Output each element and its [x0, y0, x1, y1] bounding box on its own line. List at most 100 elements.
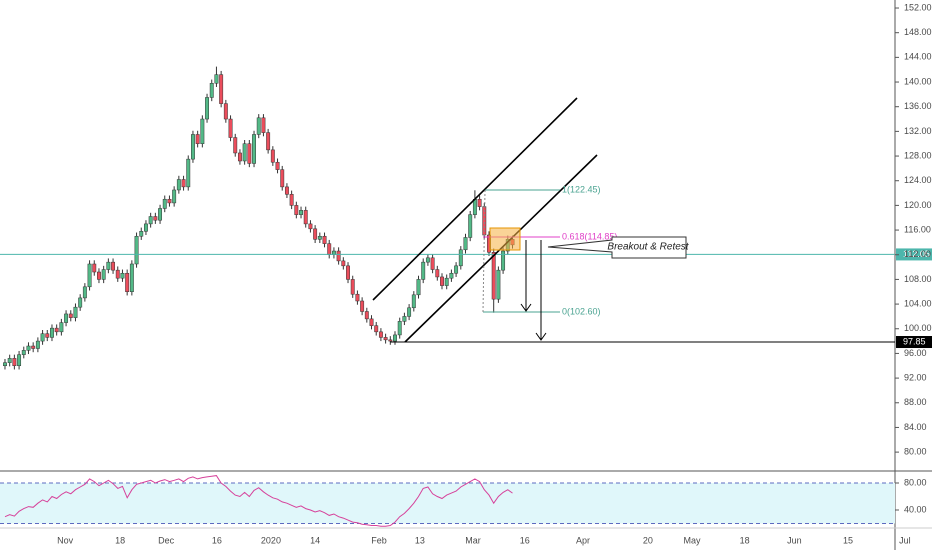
candle-body: [73, 306, 78, 318]
candle-body: [50, 327, 54, 338]
candle-body: [237, 152, 242, 162]
y-tick-label: 104.00: [904, 298, 932, 308]
callout: [547, 236, 687, 259]
arrow-head: [535, 332, 547, 341]
candle-body: [120, 272, 125, 279]
candle-body: [407, 307, 412, 317]
candle-body: [472, 198, 477, 215]
candle-body: [82, 286, 87, 299]
candle-body: [266, 132, 271, 151]
x-tick-label: 16: [212, 535, 222, 545]
candle-body: [35, 340, 40, 349]
candle-body: [209, 83, 214, 98]
y-tick-label: 80.00: [904, 446, 927, 456]
candle-body: [111, 261, 116, 271]
fib-trend: [482, 189, 486, 313]
candle-body: [144, 223, 148, 232]
candle-body: [317, 235, 322, 240]
price-label: 112.05: [903, 249, 930, 259]
candle-body: [101, 269, 106, 280]
y-tick-label: 96.00: [904, 348, 927, 358]
candle-body: [477, 198, 482, 207]
price-label-box: [896, 336, 932, 349]
candle-body: [374, 325, 379, 333]
arrow-head: [520, 303, 532, 312]
candle-body: [463, 237, 468, 251]
candle-body: [449, 272, 454, 279]
x-tick-label: Dec: [158, 535, 175, 545]
candle-body: [115, 269, 120, 279]
candle-body: [78, 297, 83, 308]
candle-body: [393, 334, 397, 342]
candle-body: [205, 97, 209, 120]
candle-body: [219, 74, 224, 104]
candle-body: [402, 316, 407, 322]
y-tick-label: 40.00: [904, 504, 927, 514]
candle-body: [313, 228, 318, 240]
retest-zone: [489, 227, 521, 251]
y-tick-label: 144.00: [904, 52, 932, 62]
y-tick-label: 148.00: [904, 27, 932, 37]
y-tick-label: 140.00: [904, 76, 932, 86]
candle-body: [364, 311, 369, 320]
y-tick-label: 80.00: [904, 477, 927, 487]
y-tick-label: 136.00: [904, 101, 932, 111]
candle-body: [17, 354, 22, 367]
candle-body: [190, 134, 195, 160]
candle-body: [7, 358, 12, 363]
candle-body: [289, 194, 294, 206]
main-pane: [3, 66, 515, 370]
candle-body: [200, 118, 205, 144]
price-label: 97.85: [903, 336, 926, 346]
y-tick-label: 116.00: [904, 224, 931, 234]
candle-body: [153, 216, 158, 221]
y-tick-label: 112.00: [904, 249, 931, 259]
candle-body: [167, 198, 172, 204]
candle-body: [496, 269, 501, 300]
candle-body: [336, 250, 341, 262]
candle-body: [280, 169, 285, 188]
candle-body: [129, 263, 134, 292]
candle-body: [125, 272, 130, 292]
candle-body: [411, 294, 416, 309]
x-tick-label: 18: [115, 535, 125, 545]
y-tick-label: 84.00: [904, 422, 927, 432]
candle-body: [31, 345, 36, 349]
candle-body: [308, 223, 313, 230]
x-tick-label: Mar: [465, 535, 481, 545]
candle-body: [139, 231, 144, 237]
candle-body: [64, 313, 69, 323]
candle-body: [346, 265, 350, 280]
candle-body: [360, 300, 365, 312]
candle-body: [501, 250, 506, 271]
y-tick-label: 92.00: [904, 372, 927, 382]
candle-body: [341, 260, 346, 267]
candle-body: [148, 216, 153, 225]
x-tick-label: 20: [643, 535, 653, 545]
candle-body: [21, 350, 26, 355]
candle-body: [303, 210, 308, 225]
candle-body: [491, 252, 496, 300]
candle-body: [162, 198, 167, 209]
candle-body: [430, 257, 435, 270]
candle-body: [158, 208, 163, 221]
candle-body: [275, 161, 280, 170]
candle-body: [440, 276, 444, 286]
candle-body: [59, 322, 64, 333]
rsi-line: [4, 475, 513, 527]
x-tick-label: Jun: [787, 535, 802, 545]
candle-body: [252, 134, 256, 164]
candle-body: [378, 331, 383, 338]
candle-body: [223, 103, 228, 120]
x-tick-label: 14: [310, 535, 320, 545]
candle-body: [181, 179, 186, 188]
candle-body: [435, 269, 440, 278]
x-tick-label: 13: [415, 535, 425, 545]
candle-body: [256, 117, 261, 135]
candle-body: [294, 205, 299, 215]
candle-body: [186, 158, 191, 188]
candle-body: [425, 257, 430, 263]
y-tick-label: 108.00: [904, 274, 932, 284]
candle-body: [195, 134, 200, 144]
